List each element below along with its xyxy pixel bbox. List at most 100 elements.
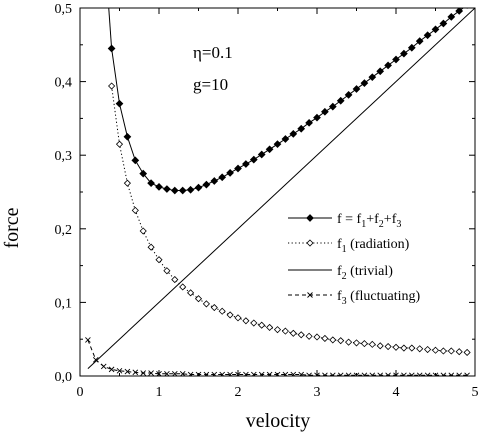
series-2-point bbox=[108, 82, 116, 90]
series-1-point bbox=[115, 99, 124, 108]
y-tick-label: 0,5 bbox=[55, 2, 73, 17]
x-tick-label: 2 bbox=[235, 385, 242, 400]
series-2-point bbox=[352, 339, 361, 347]
series-1-point bbox=[400, 49, 408, 58]
series-4-point bbox=[203, 371, 210, 376]
series-1-line bbox=[111, 8, 464, 192]
series-2-point bbox=[424, 345, 432, 354]
series-1-point bbox=[249, 155, 258, 164]
series-4-point bbox=[124, 368, 131, 375]
series-2-point bbox=[258, 321, 266, 329]
series-4-point bbox=[408, 372, 415, 376]
legend: f = f1+f2+f3​ f1 (radiation) f2 (trivial) f… bbox=[288, 212, 420, 307]
x-axis-label: velocity bbox=[246, 410, 310, 432]
series-2-point bbox=[337, 337, 345, 345]
series-1-point bbox=[273, 140, 282, 149]
series-4-point bbox=[132, 369, 139, 376]
series-2-point bbox=[321, 334, 329, 343]
series-1-line-lead bbox=[108, 8, 113, 49]
series-2-point bbox=[179, 283, 187, 291]
series-4-point bbox=[416, 372, 423, 376]
axes: 0 1 2 3 4 5 0,0 0,1 0,2 0,3 0,4 0,5 bbox=[55, 2, 479, 400]
series-1-point bbox=[336, 96, 345, 105]
series-4-point bbox=[337, 372, 344, 376]
series-2-point bbox=[455, 348, 463, 356]
series-2-point bbox=[139, 227, 147, 235]
series-1-point bbox=[328, 102, 337, 111]
series-4-point bbox=[171, 370, 178, 376]
series-1-point bbox=[170, 186, 179, 195]
series-4-point bbox=[140, 370, 147, 376]
series-1-point bbox=[202, 180, 211, 189]
series-4-point bbox=[164, 370, 170, 376]
series-1-point bbox=[423, 31, 432, 40]
series-1-point bbox=[431, 25, 440, 34]
legend-label-2: f1 (radiation) bbox=[337, 237, 410, 255]
series-1-point bbox=[163, 185, 171, 193]
series-1-point bbox=[407, 43, 416, 52]
series-2-point bbox=[313, 333, 321, 341]
legend-label-4: f3 (fluctuating) bbox=[337, 289, 420, 307]
annotation-g: g=10 bbox=[193, 75, 228, 94]
series-2-point bbox=[345, 338, 353, 346]
series-2-point bbox=[273, 326, 282, 334]
series-1-point bbox=[297, 124, 306, 133]
series-2-point bbox=[234, 314, 242, 322]
series-1-point bbox=[123, 132, 132, 141]
series-2-point bbox=[242, 317, 250, 325]
series-1-point bbox=[313, 113, 321, 122]
series-2-point bbox=[297, 331, 305, 339]
series-4-point bbox=[306, 372, 312, 376]
series-4-point bbox=[282, 371, 289, 376]
series-4-point bbox=[85, 337, 91, 343]
series-4-point bbox=[298, 371, 305, 376]
series-2-point bbox=[187, 289, 195, 297]
y-tick-label: 0,4 bbox=[55, 76, 73, 91]
series-4-point bbox=[187, 371, 194, 376]
series-2-point bbox=[408, 344, 416, 352]
series-1-point bbox=[257, 150, 266, 159]
series-2-point bbox=[439, 347, 447, 355]
legend-marker-4 bbox=[307, 292, 313, 298]
y-tick-label: 0,3 bbox=[55, 149, 73, 164]
series-1-point bbox=[415, 37, 424, 45]
series-2-point bbox=[392, 343, 400, 351]
x-tick-label: 4 bbox=[393, 385, 400, 400]
series-2-point bbox=[155, 256, 163, 264]
series-1-point bbox=[376, 67, 385, 76]
series-2-point bbox=[250, 319, 258, 327]
series-1-point bbox=[107, 44, 116, 53]
series-4-point bbox=[116, 368, 123, 374]
series-1-point bbox=[139, 169, 148, 178]
series-4-point bbox=[108, 366, 115, 373]
legend-marker-1 bbox=[306, 214, 314, 222]
x-tick-label: 3 bbox=[314, 385, 321, 400]
series-2-point bbox=[289, 329, 297, 337]
series-2-point bbox=[226, 311, 234, 319]
series-4-point bbox=[464, 372, 470, 376]
series-2-point bbox=[210, 303, 218, 312]
series-2-point bbox=[463, 348, 471, 357]
series-4-line bbox=[87, 339, 468, 376]
series-1-point bbox=[281, 135, 290, 143]
series-1-point bbox=[210, 177, 219, 185]
series-4-point bbox=[100, 363, 107, 370]
series-1-point bbox=[439, 19, 448, 28]
series-4-point bbox=[211, 371, 218, 376]
series-1-point bbox=[305, 118, 313, 127]
x-tick-label: 5 bbox=[472, 385, 479, 400]
series-1-point bbox=[147, 179, 155, 188]
series-2-point bbox=[194, 295, 203, 303]
series-4-point bbox=[243, 371, 249, 376]
series-4-point bbox=[329, 372, 336, 376]
series-3-line bbox=[87, 8, 475, 370]
series-4-point bbox=[456, 372, 463, 376]
series-4-point bbox=[377, 372, 384, 376]
series-4-point bbox=[401, 372, 407, 376]
series-2-point bbox=[368, 340, 376, 348]
series-4-point bbox=[440, 372, 447, 376]
series-2-point bbox=[384, 342, 392, 351]
series-4-point bbox=[369, 372, 376, 376]
series-2-point bbox=[123, 179, 131, 187]
